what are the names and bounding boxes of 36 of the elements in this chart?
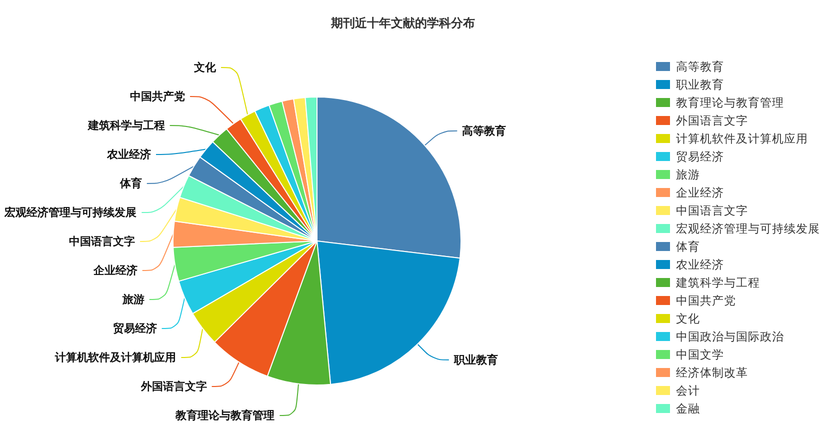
legend-label: 经济体制改革 [676,366,748,380]
slice-label: 宏观经济管理与可持续发展 [4,206,137,219]
legend-label: 中国政治与国际政治 [676,330,784,344]
legend-label: 金融 [676,402,700,416]
legend-label: 中国共产党 [676,294,736,308]
slice-label: 中国语言文字 [69,235,135,248]
legend-label: 旅游 [676,168,700,182]
legend-label: 农业经济 [676,258,724,272]
legend-label: 高等教育 [676,60,724,74]
chart-title: 期刊近十年文献的学科分布 [330,16,475,30]
slice-label: 旅游 [121,293,144,306]
legend-label: 计算机软件及计算机应用 [676,132,808,146]
legend-label: 贸易经济 [676,150,724,164]
legend-label: 教育理论与教育管理 [676,96,784,110]
legend-label: 建筑科学与工程 [675,276,760,290]
slice-label: 农业经济 [106,148,151,161]
slice-label: 计算机软件及计算机应用 [54,351,176,364]
slice-label: 中国共产党 [130,90,186,103]
slice-label: 职业教育 [452,353,498,366]
slice-label: 教育理论与教育管理 [174,409,275,422]
legend-label: 企业经济 [676,186,724,200]
slice-label: 外国语言文字 [140,380,207,393]
slice-label: 高等教育 [462,124,506,138]
legend-label: 职业教育 [676,78,724,92]
slice-label: 体育 [118,177,142,190]
legend-label: 中国文学 [676,348,724,362]
legend-label: 文化 [676,312,700,326]
slice-label: 文化 [193,61,218,74]
legend-label: 中国语言文字 [676,204,748,218]
slice-label: 贸易经济 [112,322,157,335]
slice-label: 建筑科学与工程 [86,119,165,132]
legend-label: 宏观经济管理与可持续发展 [676,222,820,236]
legend-label: 外国语言文字 [676,114,748,128]
legend-label: 会计 [676,384,700,398]
slice-label: 企业经济 [92,264,138,277]
legend-label: 体育 [676,240,700,254]
